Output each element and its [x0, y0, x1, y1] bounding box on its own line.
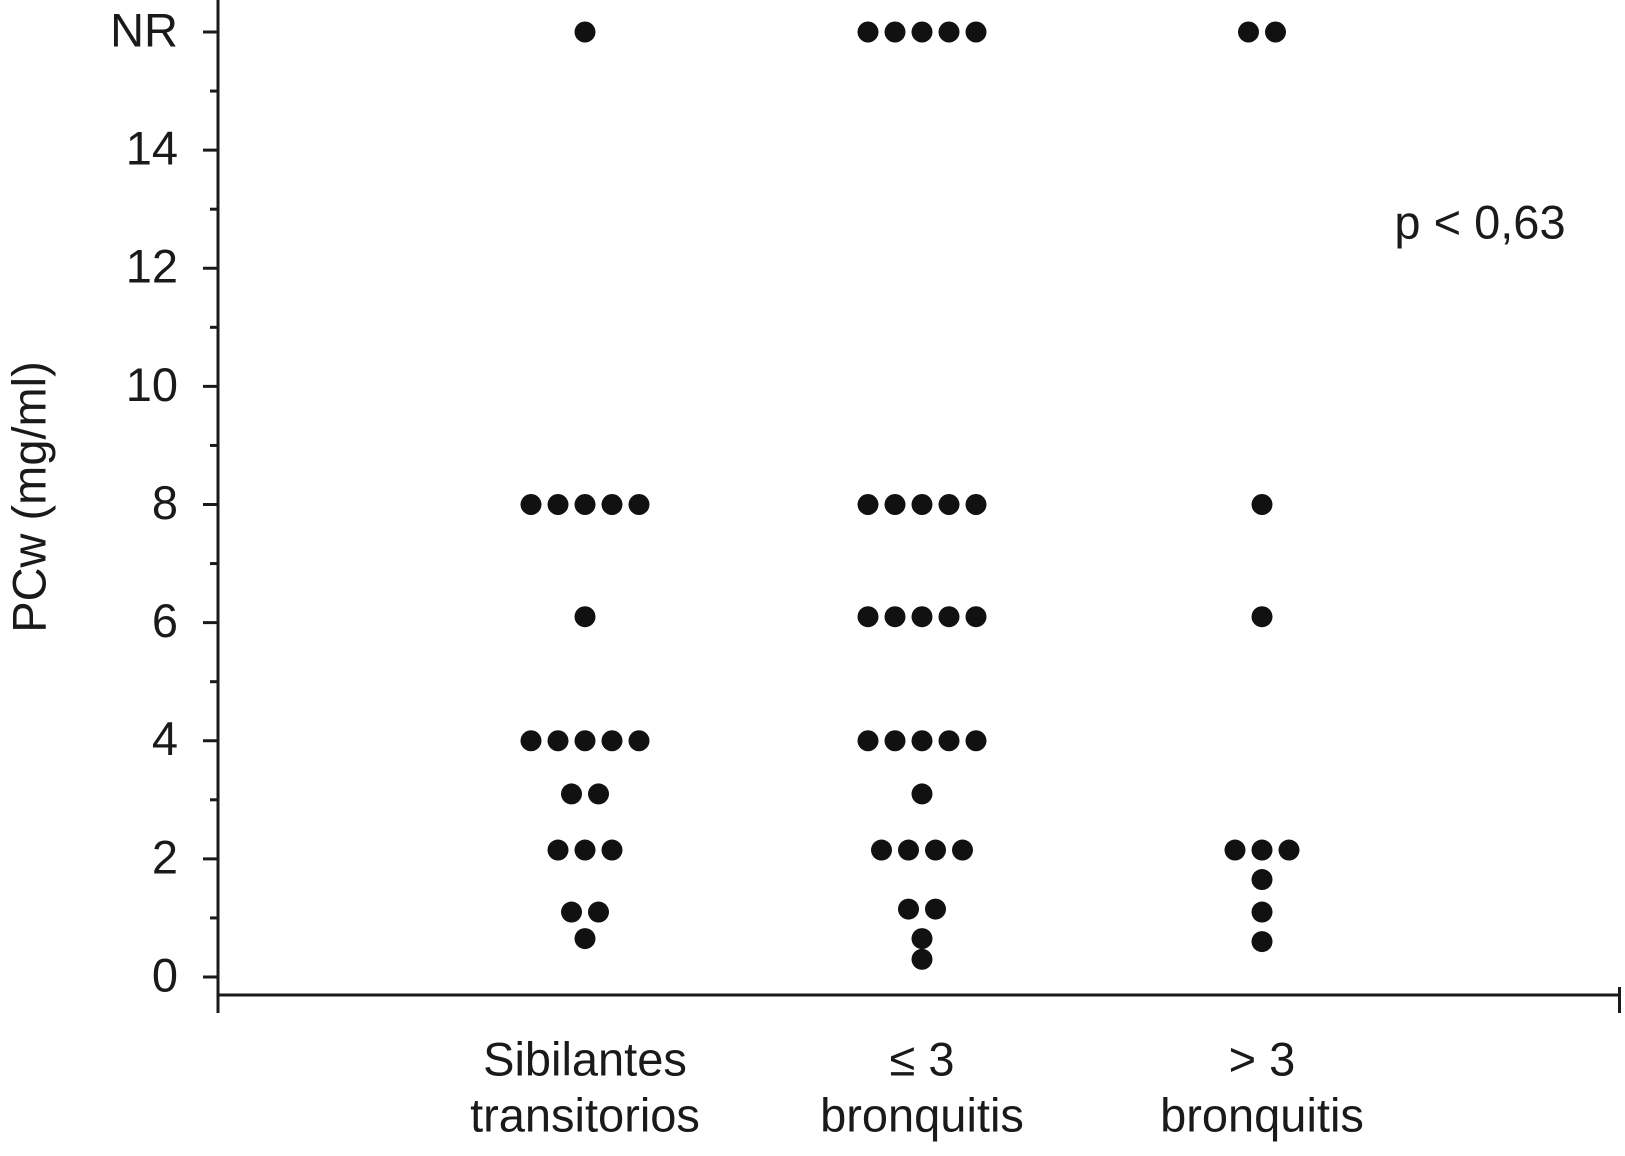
dot	[884, 606, 906, 628]
dot	[898, 898, 919, 920]
y-tick-label: 4	[152, 712, 178, 765]
dot	[1224, 839, 1246, 861]
dot	[965, 606, 987, 628]
dot	[898, 839, 919, 861]
dot	[857, 730, 879, 752]
dot	[911, 730, 933, 752]
dot	[520, 730, 542, 752]
y-tick-label: NR	[110, 3, 178, 56]
y-tick-label: 10	[126, 358, 178, 411]
dot	[574, 928, 596, 950]
dot	[574, 730, 596, 752]
dot	[965, 730, 987, 752]
dot	[628, 494, 650, 515]
dot	[938, 730, 960, 752]
dot	[1251, 606, 1273, 628]
dot	[884, 730, 906, 752]
dot	[857, 494, 879, 515]
y-tick-label: 0	[152, 948, 178, 1001]
y-tick-label: 14	[126, 122, 178, 175]
dot	[965, 494, 987, 515]
dot	[938, 606, 960, 628]
dot	[628, 730, 650, 752]
dot	[1238, 21, 1259, 43]
dot	[561, 901, 582, 923]
dot	[938, 21, 960, 43]
y-tick-label: 12	[126, 240, 178, 293]
dot	[1251, 931, 1273, 953]
dot	[952, 839, 973, 861]
dot	[1251, 869, 1273, 891]
dot	[911, 783, 933, 805]
x-tick-label: > 3	[1229, 1032, 1296, 1085]
dot	[925, 898, 946, 920]
x-tick-label: Sibilantes	[483, 1032, 687, 1085]
dot	[884, 494, 906, 515]
dot	[911, 928, 933, 950]
dot	[547, 730, 569, 752]
dot	[561, 783, 582, 805]
y-tick-label: 8	[152, 476, 178, 529]
dot	[574, 494, 596, 515]
dot	[1265, 21, 1286, 43]
dot	[1278, 839, 1300, 861]
dot	[520, 494, 542, 515]
dot	[1251, 494, 1273, 515]
dot	[911, 494, 933, 515]
dot	[547, 839, 569, 861]
x-tick-label: bronquitis	[1160, 1088, 1364, 1141]
x-tick-label: ≤ 3	[890, 1032, 955, 1085]
dot	[965, 21, 987, 43]
y-tick-label: 2	[152, 830, 178, 883]
dot	[857, 606, 879, 628]
dot	[938, 494, 960, 515]
dot	[925, 839, 946, 861]
dot	[1251, 839, 1273, 861]
y-tick-label: 6	[152, 594, 178, 647]
dot	[884, 21, 906, 43]
dot	[601, 839, 623, 861]
dot	[911, 606, 933, 628]
dot	[588, 901, 609, 923]
dot	[574, 21, 596, 43]
x-tick-label: transitorios	[470, 1088, 700, 1141]
annotation: p < 0,63	[1394, 195, 1565, 248]
dot	[911, 21, 933, 43]
dot	[588, 783, 609, 805]
dot	[857, 21, 879, 43]
dot	[574, 839, 596, 861]
dot	[601, 730, 623, 752]
dot	[911, 948, 933, 970]
dot	[601, 494, 623, 515]
x-tick-label: bronquitis	[820, 1088, 1024, 1141]
dot	[871, 839, 892, 861]
dot	[1251, 901, 1273, 923]
y-axis-label: PCw (mg/ml)	[2, 361, 55, 633]
dot	[547, 494, 569, 515]
dot	[574, 606, 596, 628]
